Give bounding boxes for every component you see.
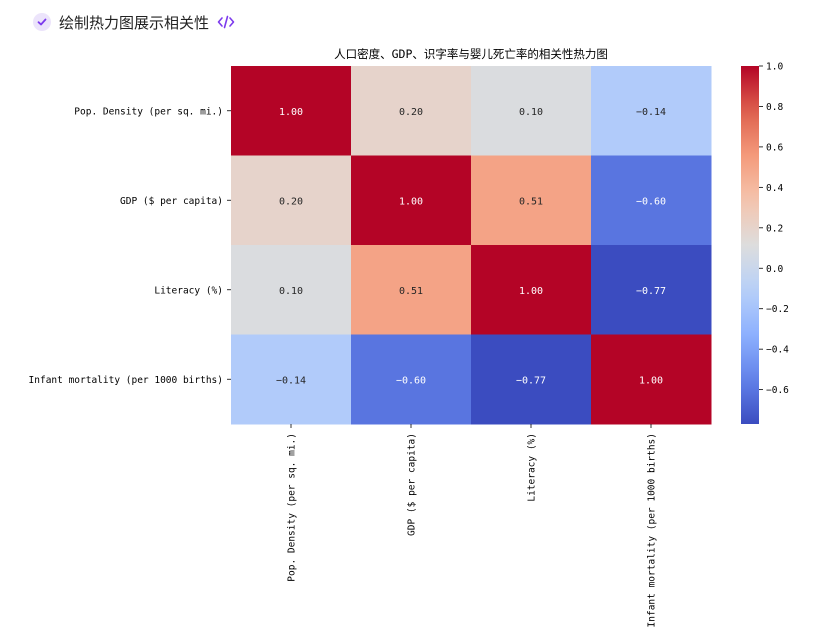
cell-value-label: 1.00 [519,286,543,297]
cell-value-label: 1.00 [279,107,303,118]
check-icon [33,13,51,31]
colorbar [741,66,759,424]
cell-value-label: 0.20 [279,196,303,207]
cell-value-label: −0.60 [636,196,666,207]
heatmap-cell [471,334,592,425]
cell-value-label: 0.51 [519,196,543,207]
chart-title: 人口密度、GDP、识字率与婴儿死亡率的相关性热力图 [334,47,608,61]
colorbar-tick-label: 0.2 [766,223,783,234]
x-tick-label: GDP ($ per capita) [407,433,418,536]
colorbar-tick-label: −0.6 [766,385,789,396]
heatmap-cell [591,155,712,246]
colorbar-tick-label: 0.4 [766,183,783,194]
heatmap-cell [231,245,352,335]
cell-value-label: 0.20 [399,107,423,118]
heatmap-cell [471,66,592,156]
colorbar-tick-label: 0.8 [766,102,783,113]
heatmap-cell [351,334,472,425]
heatmap-cell [591,245,712,335]
step-title: 绘制热力图展示相关性 [59,13,210,32]
x-tick-label: Infant mortality (per 1000 births) [647,433,658,627]
cell-value-label: 0.10 [279,286,303,297]
cell-value-label: 0.51 [399,286,423,297]
colorbar-tick-label: 1.0 [766,62,783,73]
heatmap-cell [351,66,472,156]
y-tick-label: Pop. Density (per sq. mi.) [74,106,223,117]
cell-value-label: −0.14 [276,375,306,386]
colorbar-tick-label: 0.0 [766,264,783,275]
cell-value-label: −0.77 [516,375,546,386]
heatmap-cell [351,245,472,335]
heatmap-cell [471,245,592,335]
heatmap-cell [231,334,352,425]
cell-value-label: 1.00 [639,375,663,386]
cell-value-label: 1.00 [399,196,423,207]
colorbar-tick-label: −0.2 [766,304,789,315]
heatmap-cell [231,155,352,246]
y-tick-label: Infant mortality (per 1000 births) [29,375,223,386]
colorbar-tick-label: −0.4 [766,345,789,356]
heatmap-cell [231,66,352,156]
cell-value-label: −0.14 [636,107,666,118]
code-icon[interactable] [217,15,235,29]
heatmap-cell [351,155,472,246]
y-tick-label: GDP ($ per capita) [120,196,223,207]
heatmap-cell [591,66,712,156]
heatmap-cell [591,334,712,425]
step-header: 绘制热力图展示相关性 [33,11,235,33]
x-tick-label: Literacy (%) [527,433,538,502]
cell-value-label: 0.10 [519,107,543,118]
y-tick-label: Literacy (%) [154,285,223,296]
colorbar-tick-label: 0.6 [766,142,783,153]
heatmap-cell [471,155,592,246]
cell-value-label: −0.77 [636,286,666,297]
x-tick-label: Pop. Density (per sq. mi.) [287,433,298,582]
cell-value-label: −0.60 [396,375,426,386]
